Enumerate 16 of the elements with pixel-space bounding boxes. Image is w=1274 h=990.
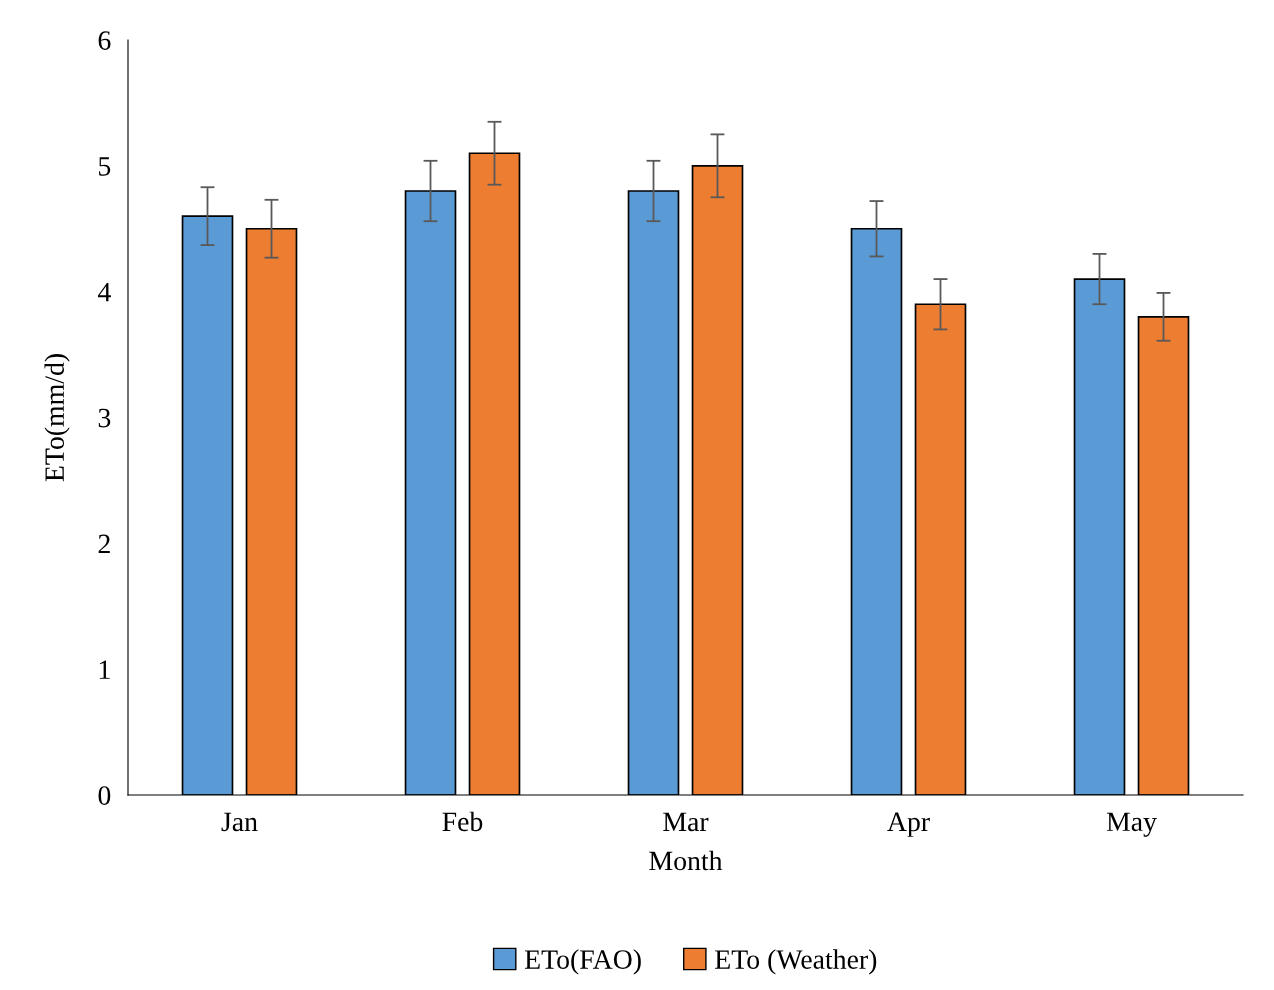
y-tick-label: 0 [98,786,111,805]
y-tick-label: 2 [98,534,110,553]
x-axis-title: Month [649,850,723,871]
x-tick-label: Apr [887,812,930,837]
y-tick-label: 1 [99,660,110,679]
y-tick-label: 4 [97,283,111,302]
x-tick-label: Jan [221,812,258,832]
y-tick-label: 5 [99,157,111,176]
y-tick-label: 3 [98,408,111,428]
y-tick-label: 6 [98,31,111,50]
legend-label: ETo(FAO) [524,949,641,975]
y-axis-title: ETo(mm/d) [44,354,70,482]
legend-label: ETo (Weather) [715,949,877,975]
x-tick-label: Feb [442,811,483,832]
x-tick-label: May [1106,812,1157,837]
x-tick-label: Mar [663,812,709,832]
